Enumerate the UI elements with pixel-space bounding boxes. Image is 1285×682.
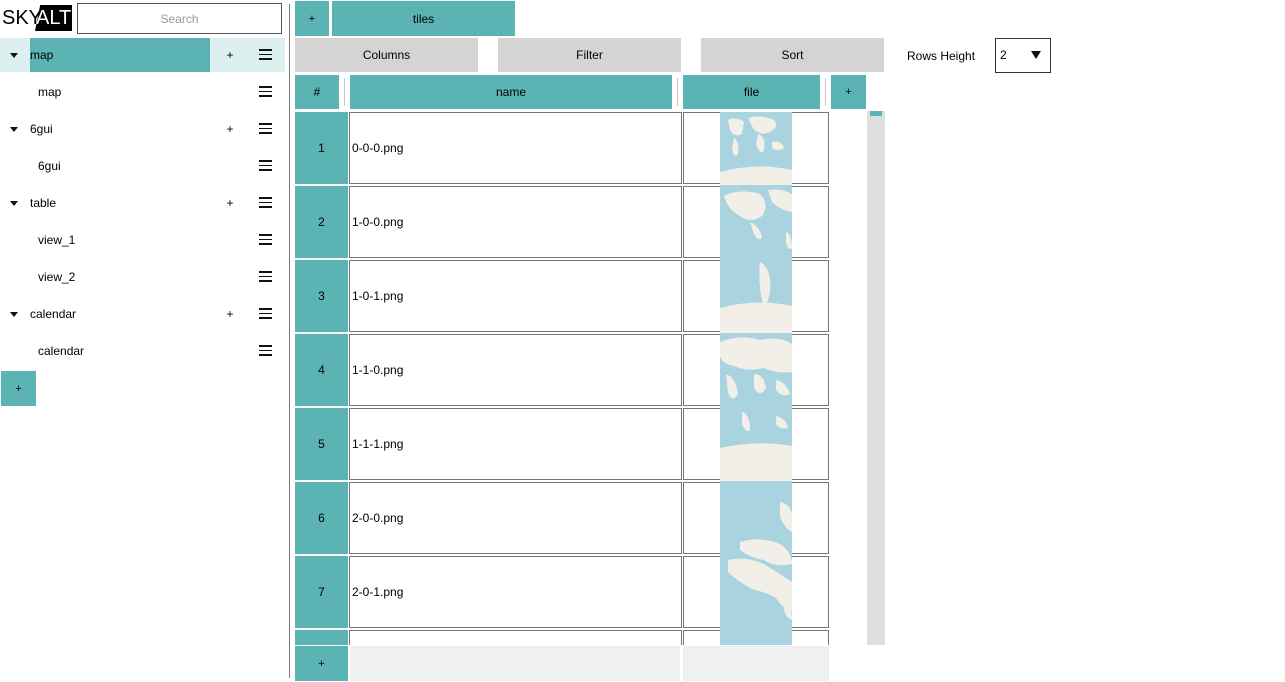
add-row-button[interactable]: + <box>295 646 348 681</box>
sidebar-item-label: table <box>30 196 57 210</box>
menu-icon[interactable] <box>259 345 272 356</box>
column-header-index[interactable]: # <box>295 75 339 109</box>
column-resizer[interactable] <box>677 78 678 106</box>
chevron-down-icon[interactable] <box>10 53 18 58</box>
sidebar-item-label: view_2 <box>38 270 76 284</box>
cell-name[interactable]: 2-0-1.png <box>349 556 682 628</box>
menu-icon[interactable] <box>259 49 272 60</box>
add-tab-button[interactable]: + <box>295 1 329 36</box>
add-view-button[interactable]: + <box>226 48 234 62</box>
tab-tiles[interactable]: tiles <box>332 1 515 36</box>
rows-height-value: 2 <box>1000 48 1007 62</box>
sidebar-item-map[interactable]: map + <box>0 38 285 72</box>
add-view-button[interactable]: + <box>226 307 234 321</box>
search-input[interactable] <box>77 3 282 34</box>
cell-name[interactable]: 1-0-1.png <box>349 260 682 332</box>
chevron-down-icon[interactable] <box>10 201 18 206</box>
add-view-button[interactable]: + <box>226 196 234 210</box>
filter-button[interactable]: Filter <box>498 38 681 72</box>
cell-name[interactable]: 1-0-0.png <box>349 186 682 258</box>
column-resizer[interactable] <box>344 78 345 106</box>
sidebar-item-label: 6gui <box>30 122 53 136</box>
menu-icon[interactable] <box>259 234 272 245</box>
row-index[interactable] <box>295 630 348 645</box>
cell-name[interactable]: 2-0-0.png <box>349 482 682 554</box>
sidebar-item-table[interactable]: table + <box>0 186 285 220</box>
row-index[interactable]: 5 <box>295 408 348 480</box>
sidebar-item-6gui-view[interactable]: 6gui <box>0 149 285 183</box>
sort-button[interactable]: Sort <box>701 38 884 72</box>
dropdown-arrow-icon <box>1031 51 1041 59</box>
sidebar-item-view-2[interactable]: view_2 <box>0 260 285 294</box>
sidebar-item-calendar[interactable]: calendar + <box>0 297 285 331</box>
row-index[interactable]: 6 <box>295 482 348 554</box>
sidebar-item-6gui[interactable]: 6gui + <box>0 112 285 146</box>
logo-text-sky: SKY <box>2 7 43 29</box>
row-index[interactable]: 2 <box>295 186 348 258</box>
row-index[interactable]: 4 <box>295 334 348 406</box>
menu-icon[interactable] <box>259 123 272 134</box>
sidebar-item-calendar-view[interactable]: calendar <box>0 334 285 368</box>
menu-icon[interactable] <box>259 160 272 171</box>
menu-icon[interactable] <box>259 271 272 282</box>
column-header-file[interactable]: file <box>683 75 820 109</box>
logo-text-alt: ALT <box>35 5 72 31</box>
footer-cell-file <box>683 646 829 681</box>
columns-button[interactable]: Columns <box>295 38 478 72</box>
cell-name[interactable] <box>349 630 682 645</box>
sidebar-item-label: map <box>38 85 62 99</box>
cell-name[interactable]: 0-0-0.png <box>349 112 682 184</box>
sidebar-item-label: view_1 <box>38 233 76 247</box>
sidebar-item-label: calendar <box>30 307 77 321</box>
menu-icon[interactable] <box>259 197 272 208</box>
sidebar-item-label: calendar <box>38 344 85 358</box>
footer-cell-name <box>350 646 680 681</box>
menu-icon[interactable] <box>259 86 272 97</box>
cell-name[interactable]: 1-1-1.png <box>349 408 682 480</box>
add-view-button[interactable]: + <box>226 122 234 136</box>
column-header-name[interactable]: name <box>350 75 672 109</box>
column-resizer[interactable] <box>825 78 826 106</box>
row-index[interactable]: 3 <box>295 260 348 332</box>
row-index[interactable]: 7 <box>295 556 348 628</box>
add-column-button[interactable]: + <box>831 75 866 109</box>
map-tile-thumbnails <box>720 112 792 645</box>
row-index[interactable]: 1 <box>295 112 348 184</box>
panel-divider[interactable] <box>289 4 290 678</box>
sidebar-item-label: 6gui <box>38 159 61 173</box>
app-logo: SKY ALT <box>2 5 72 31</box>
cell-name[interactable]: 1-1-0.png <box>349 334 682 406</box>
rows-height-select[interactable]: 2 <box>995 38 1051 73</box>
world-map-tiles-image <box>720 112 792 645</box>
sidebar-item-map-view[interactable]: map <box>0 75 285 109</box>
sidebar-item-label: map <box>30 38 210 72</box>
sidebar-item-view-1[interactable]: view_1 <box>0 223 285 257</box>
rows-height-label: Rows Height <box>907 48 976 63</box>
chevron-down-icon[interactable] <box>10 312 18 317</box>
add-table-button[interactable]: + <box>1 371 36 406</box>
vertical-scrollbar[interactable] <box>867 111 885 645</box>
chevron-down-icon[interactable] <box>10 127 18 132</box>
scrollbar-thumb[interactable] <box>870 111 882 116</box>
menu-icon[interactable] <box>259 308 272 319</box>
